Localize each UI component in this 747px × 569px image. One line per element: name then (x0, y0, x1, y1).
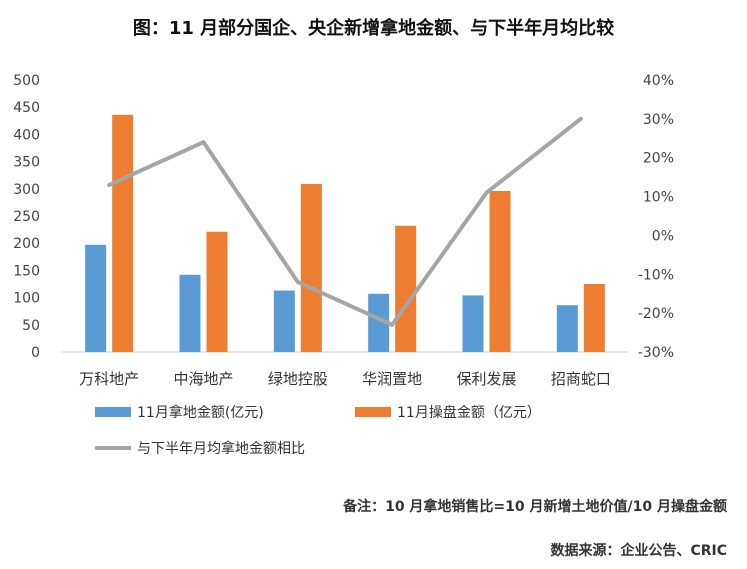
legend-item-sales: 11月操盘金额（亿元） (355, 402, 541, 422)
y-left-tick-label: 100 (13, 291, 40, 307)
bar-land (85, 244, 107, 352)
line-ratio-point (391, 324, 393, 326)
y-left-tick-label: 450 (13, 100, 40, 116)
y-left-tick-label: 500 (13, 73, 40, 89)
bar-sales (489, 190, 511, 352)
line-ratio-point (203, 141, 204, 143)
bar-sales (300, 183, 322, 352)
legend-label-land: 11月拿地金额(亿元) (137, 405, 264, 421)
x-category-label: 招商蛇口 (551, 370, 611, 388)
y-left-tick-label: 50 (22, 318, 40, 334)
y-right-tick-label: 10% (643, 190, 674, 206)
bar-land (273, 290, 295, 352)
bar-land (368, 293, 390, 352)
line-ratio-point (486, 192, 487, 194)
bar-land (179, 274, 201, 352)
x-category-label: 保利发展 (456, 370, 516, 388)
y-right-tick-label: 20% (643, 151, 674, 167)
legend-label-sales: 11月操盘金额（亿元） (397, 405, 541, 421)
legend-item-land: 11月拿地金额(亿元) (95, 402, 264, 422)
x-category-label: 华润置地 (362, 370, 422, 388)
line-ratio (107, 116, 583, 327)
y-left-tick-label: 400 (13, 127, 40, 143)
x-category-label: 万科地产 (79, 370, 139, 388)
y-right-tick-label: -30% (638, 345, 674, 361)
y-left-tick-label: 300 (13, 182, 40, 198)
bar-sales (112, 114, 134, 352)
y-left-tick-label: 250 (13, 209, 40, 225)
data-source: 数据来源：企业公告、CRIC (550, 543, 727, 559)
legend-swatch-sales (355, 407, 391, 417)
line-ratio-point (297, 281, 299, 283)
bar-sales (583, 284, 605, 352)
footnote: 备注：10 月拿地销售比=10 月新增土地价值/10 月操盘金额 (343, 499, 727, 515)
x-category-label: 中海地产 (173, 370, 233, 388)
chart-title: 图：11 月部分国企、央企新增拿地金额、与下半年月均比较 (132, 18, 615, 39)
legend-swatch-land (95, 407, 131, 417)
x-category-label: 绿地控股 (268, 370, 328, 388)
bar-land (556, 305, 578, 352)
bar-sales (395, 225, 417, 352)
y-right-tick-label: -10% (638, 267, 674, 283)
y-left-tick-label: 350 (13, 155, 40, 171)
y-left-tick-label: 200 (13, 236, 40, 252)
y-right-tick-label: 0% (652, 228, 674, 244)
bar-sales (206, 231, 228, 352)
line-ratio-point (108, 184, 110, 186)
legend-swatch-ratio (95, 446, 131, 450)
bar-land (462, 295, 484, 352)
y-left-tick-label: 0 (31, 345, 40, 361)
legend-label-ratio: 与下半年月均拿地金额相比 (137, 441, 305, 457)
y-left-tick-label: 150 (13, 263, 40, 279)
y-right-tick-label: -20% (638, 306, 674, 322)
line-ratio-point (580, 118, 582, 120)
legend-item-ratio: 与下半年月均拿地金额相比 (95, 438, 305, 458)
y-right-tick-label: 30% (643, 112, 674, 128)
y-right-tick-label: 40% (643, 73, 674, 89)
